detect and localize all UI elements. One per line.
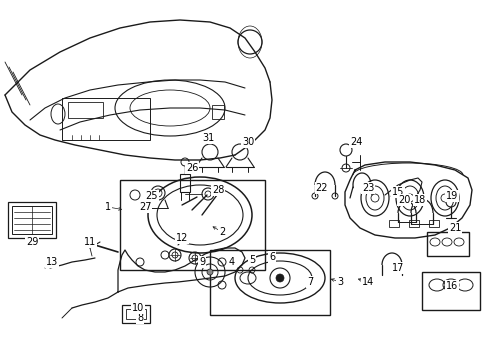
Bar [12, 206, 52, 234]
Text: 27: 27 [139, 202, 151, 212]
Text: 29: 29 [26, 237, 38, 247]
Bar [212, 105, 224, 119]
Text: 2: 2 [219, 227, 224, 237]
Bar [120, 180, 264, 270]
Text: 17: 17 [391, 263, 404, 273]
Bar [62, 98, 150, 140]
Text: 6: 6 [268, 252, 274, 262]
Text: 3: 3 [336, 277, 343, 287]
Text: 9: 9 [199, 257, 204, 267]
Text: 16: 16 [445, 281, 457, 291]
Text: 25: 25 [145, 191, 158, 201]
Text: 8: 8 [137, 313, 143, 323]
Text: 14: 14 [361, 277, 373, 287]
Bar [122, 305, 150, 323]
Text: 22: 22 [315, 183, 327, 193]
Text: 1: 1 [105, 202, 111, 212]
Text: 4: 4 [228, 257, 235, 267]
Bar [8, 202, 56, 238]
Text: 18: 18 [413, 195, 425, 205]
Text: 12: 12 [176, 233, 188, 243]
Bar [421, 272, 479, 310]
Bar [209, 250, 329, 315]
Bar [180, 174, 190, 192]
Bar [126, 309, 146, 319]
Text: 5: 5 [248, 255, 255, 265]
Bar [428, 220, 438, 227]
Text: 31: 31 [202, 133, 214, 143]
Text: 28: 28 [211, 185, 224, 195]
Text: 13: 13 [46, 257, 58, 267]
Text: 26: 26 [185, 163, 198, 173]
Bar [388, 220, 398, 227]
Circle shape [206, 269, 213, 275]
Text: 21: 21 [448, 223, 460, 233]
Text: 23: 23 [361, 183, 373, 193]
Text: 20: 20 [397, 195, 409, 205]
Text: 15: 15 [391, 187, 404, 197]
Text: 7: 7 [306, 277, 312, 287]
Text: 30: 30 [242, 137, 254, 147]
Text: 10: 10 [132, 303, 144, 313]
Text: 24: 24 [349, 137, 362, 147]
Text: 11: 11 [84, 237, 96, 247]
Circle shape [275, 274, 284, 282]
Text: 19: 19 [445, 191, 457, 201]
Bar [426, 232, 468, 256]
Bar [408, 220, 418, 227]
Bar [68, 102, 103, 118]
